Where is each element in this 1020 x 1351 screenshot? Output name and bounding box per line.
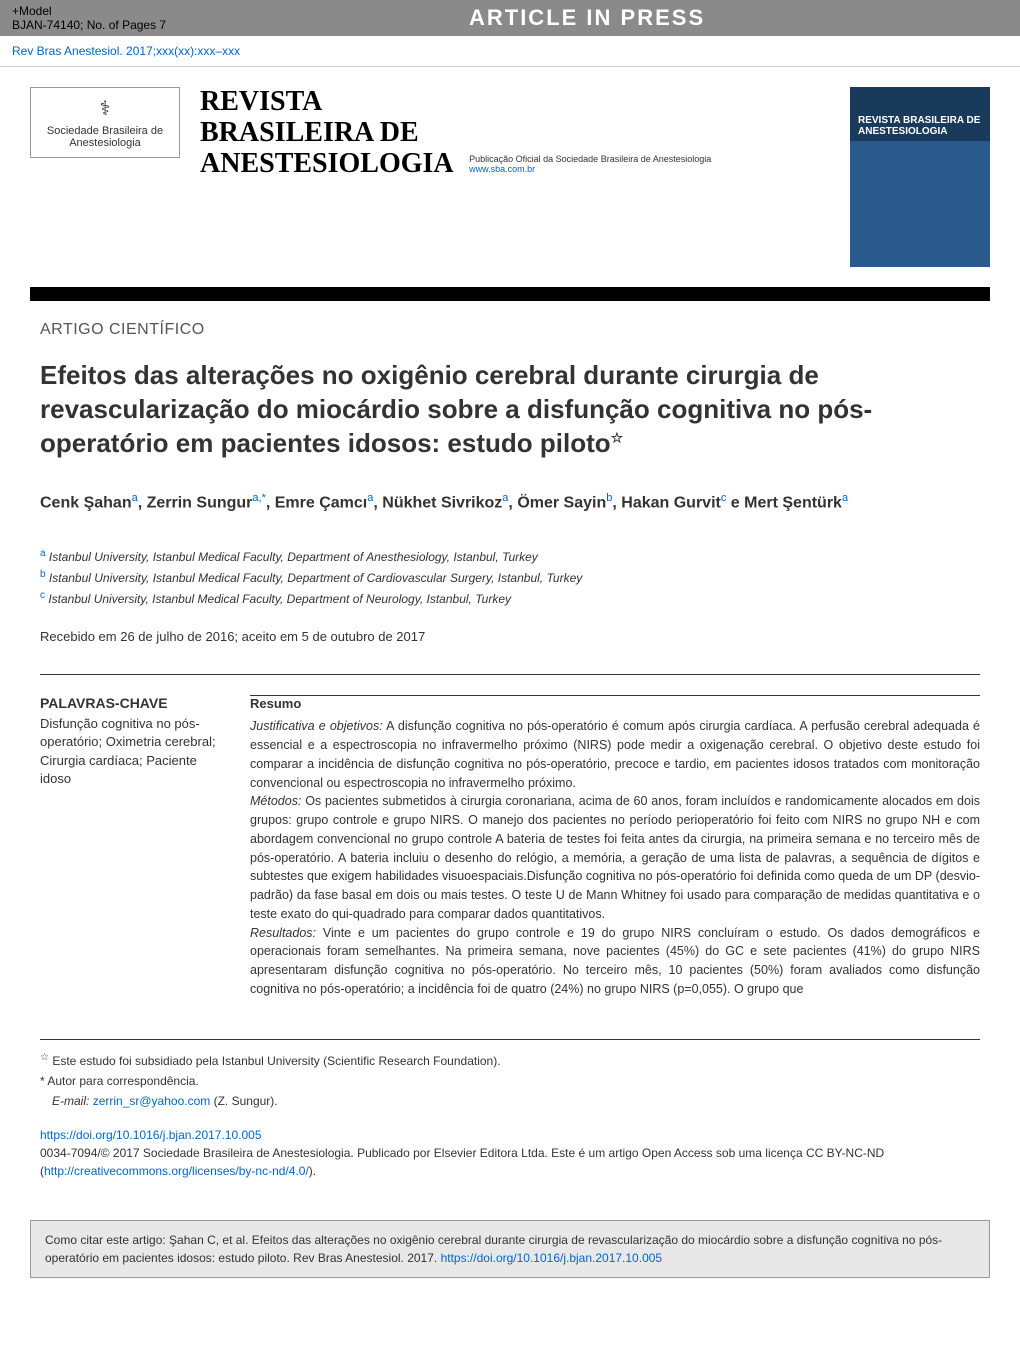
society-logo: ⚕ Sociedade Brasileira de Anestesiologia [30,87,180,158]
top-bar: +Model BJAN-74140; No. of Pages 7 ARTICL… [0,0,1020,36]
society-name: Sociedade Brasileira de Anestesiologia [39,125,171,149]
funding-footnote: ☆ Este estudo foi subsidiado pela Istanb… [40,1050,980,1070]
journal-url[interactable]: www.sba.com.br [469,164,535,174]
journal-title: REVISTA BRASILEIRA DE ANESTESIOLOGIA Pub… [200,87,830,179]
justificativa-label: Justificativa e objetivos: [250,719,383,733]
email-link[interactable]: zerrin_sr@yahoo.com [93,1094,211,1108]
abstract-section: PALAVRAS-CHAVE Disfunção cognitiva no pó… [40,674,980,998]
title-footnote-star: ☆ [611,429,624,445]
authors-list: Cenk Şahana, Zerrin Sungura,*, Emre Çamc… [40,490,980,515]
license-link[interactable]: http://creativecommons.org/licenses/by-n… [44,1164,309,1178]
corresponding-footnote: * Autor para correspondência. [40,1072,980,1090]
affiliations: a Istanbul University, Istanbul Medical … [40,546,980,610]
article-in-press-banner: ARTICLE IN PRESS [166,5,1008,31]
keywords-list: Disfunção cognitiva no pós-operatório; O… [40,715,220,788]
journal-subtitle: Publicação Oficial da Sociedade Brasilei… [469,154,711,164]
metodos-label: Métodos: [250,794,301,808]
header-section: ⚕ Sociedade Brasileira de Anestesiologia… [0,67,1020,287]
article-title: Efeitos das alterações no oxigênio cereb… [40,359,980,460]
article-content: ARTIGO CIENTÍFICO Efeitos das alterações… [0,301,1020,1200]
pages-label: No. of Pages 7 [87,18,166,32]
abstract-column: Resumo Justificativa e objetivos: A disf… [250,695,980,998]
citation-box: Como citar este artigo: Şahan C, et al. … [30,1220,990,1278]
email-footnote: E-mail: zerrin_sr@yahoo.com (Z. Sungur). [40,1092,980,1110]
received-date: Recebido em 26 de julho de 2016; aceito … [40,629,980,644]
citation-line: Rev Bras Anestesiol. 2017;xxx(xx):xxx–xx… [0,36,1020,67]
cover-title: REVISTA BRASILEIRA DE ANESTESIOLOGIA [858,115,982,137]
affiliation-c: c Istanbul University, Istanbul Medical … [40,588,980,609]
copyright-text: 0034-7094/© 2017 Sociedade Brasileira de… [40,1144,980,1180]
affiliation-a: a Istanbul University, Istanbul Medical … [40,546,980,567]
abstract-heading: Resumo [250,696,980,711]
model-info: +Model BJAN-74140; No. of Pages 7 [12,4,166,32]
keywords-column: PALAVRAS-CHAVE Disfunção cognitiva no pó… [40,695,220,998]
footnotes: ☆ Este estudo foi subsidiado pela Istanb… [40,1039,980,1110]
abstract-text: Justificativa e objetivos: A disfunção c… [250,717,980,998]
model-id: BJAN-74140; [12,18,83,32]
resultados-label: Resultados: [250,926,316,940]
affiliation-b: b Istanbul University, Istanbul Medical … [40,567,980,588]
cover-thumbnail: REVISTA BRASILEIRA DE ANESTESIOLOGIA [850,87,990,267]
cite-doi-link[interactable]: https://doi.org/10.1016/j.bjan.2017.10.0… [441,1251,663,1265]
doi-link[interactable]: https://doi.org/10.1016/j.bjan.2017.10.0… [40,1128,262,1142]
doi-section: https://doi.org/10.1016/j.bjan.2017.10.0… [40,1126,980,1180]
journal-title-block: REVISTA BRASILEIRA DE ANESTESIOLOGIA Pub… [200,87,830,179]
keywords-heading: PALAVRAS-CHAVE [40,695,220,711]
logo-icon: ⚕ [39,96,171,121]
article-type: ARTIGO CIENTÍFICO [40,321,980,339]
model-label: +Model [12,4,52,18]
citation-text[interactable]: Rev Bras Anestesiol. 2017;xxx(xx):xxx–xx… [12,44,240,58]
black-divider-bar [30,287,990,301]
